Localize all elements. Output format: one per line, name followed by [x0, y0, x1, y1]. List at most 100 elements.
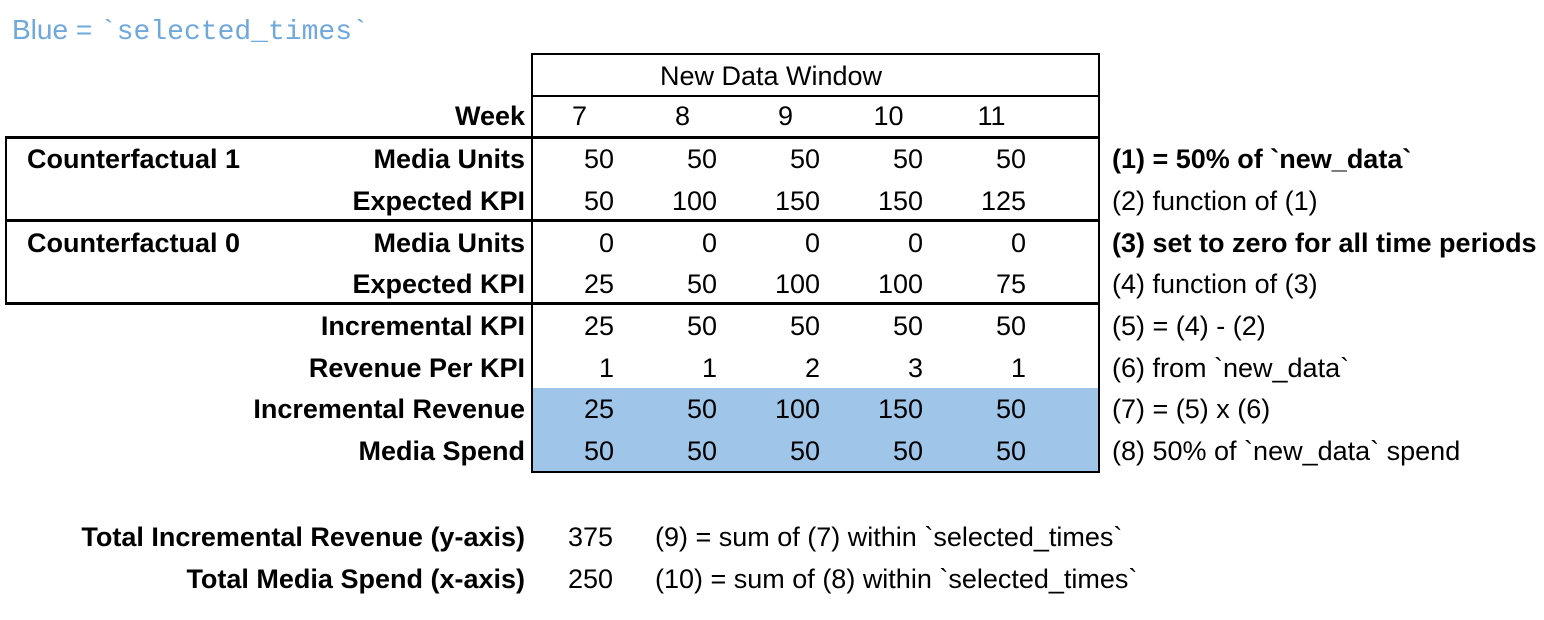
week-header-row: Week 7 8 9 10 11: [0, 96, 1544, 137]
value-cell: 100: [774, 269, 820, 299]
row-values: 1 1 2 3 1: [531, 347, 1046, 389]
row-values: 50 100 150 150 125: [531, 180, 1046, 222]
value-cell: 50: [686, 436, 717, 466]
week-label: 9: [777, 101, 794, 131]
value-cell: 50: [789, 144, 820, 174]
new-data-window-header: New Data Window: [659, 61, 883, 91]
value-cell: 50: [686, 269, 717, 299]
header-divider-line: [533, 95, 1098, 97]
value-cell: 0: [907, 228, 923, 258]
row-incremental-kpi: Incremental KPI 25 50 50 50 50 (5) = (4)…: [0, 305, 1544, 347]
row-note: (1) = 50% of `new_data`: [1112, 144, 1412, 174]
total-label: Total Media Spend (x-axis): [186, 564, 525, 594]
value-cell: 1: [701, 353, 717, 383]
row-note: (3) set to zero for all time periods: [1112, 228, 1537, 258]
row-values: 50 50 50 50 50: [531, 138, 1046, 180]
value-cell: 50: [995, 311, 1026, 341]
row-note: (4) function of (3): [1112, 269, 1318, 299]
value-cell: 50: [892, 144, 923, 174]
value-cell: 50: [995, 436, 1026, 466]
value-cell: 1: [598, 353, 614, 383]
value-cell: 50: [892, 311, 923, 341]
counterfactual-divider-line: [5, 219, 1100, 222]
legend: Blue = `selected_times`: [12, 14, 369, 49]
total-note: (10) = sum of (8) within `selected_times…: [655, 564, 1138, 594]
value-cell: 2: [804, 353, 820, 383]
row-note: (5) = (4) - (2): [1112, 311, 1266, 341]
value-cell: 100: [671, 186, 717, 216]
group-label-counterfactual-0: Counterfactual 0: [27, 228, 241, 258]
row-note: (8) 50% of `new_data` spend: [1112, 436, 1461, 466]
table-frame: [531, 53, 1100, 473]
row-media-units-cf0: Counterfactual 0 Media Units 0 0 0 0 0 (…: [0, 222, 1544, 264]
total-note: (9) = sum of (7) within `selected_times`: [655, 522, 1123, 552]
value-cell: 150: [877, 394, 923, 424]
value-cell: 50: [892, 436, 923, 466]
row-label: Incremental Revenue: [253, 394, 525, 424]
value-cell: 50: [583, 436, 614, 466]
value-cell: 0: [1010, 228, 1026, 258]
row-note: (7) = (5) x (6): [1112, 394, 1271, 424]
value-cell: 50: [686, 394, 717, 424]
value-cell: 50: [789, 436, 820, 466]
row-media-spend: Media Spend 50 50 50 50 50 (8) 50% of `n…: [0, 430, 1544, 472]
value-cell: 3: [907, 353, 923, 383]
label-box-left-border: [5, 136, 7, 305]
legend-code: `selected_times`: [99, 17, 369, 48]
value-cell: 150: [774, 186, 820, 216]
row-values: 50 50 50 50 50: [531, 430, 1046, 472]
total-media-spend-row: Total Media Spend (x-axis) 250 (10) = su…: [0, 558, 1544, 600]
value-cell: 150: [877, 186, 923, 216]
week-row-label: Week: [454, 101, 525, 131]
group-label-counterfactual-1: Counterfactual 1: [27, 144, 241, 174]
value-cell: 50: [583, 186, 614, 216]
value-cell: 50: [686, 144, 717, 174]
row-label: Incremental KPI: [320, 311, 525, 341]
row-values: 25 50 100 150 50: [531, 388, 1046, 430]
value-cell: 50: [995, 394, 1026, 424]
value-cell: 0: [701, 228, 717, 258]
selected-times-highlight: [533, 388, 1098, 472]
row-incremental-revenue: Incremental Revenue 25 50 100 150 50 (7)…: [0, 388, 1544, 430]
row-label: Expected KPI: [352, 186, 525, 216]
legend-label: Blue =: [12, 14, 100, 45]
value-cell: 0: [804, 228, 820, 258]
row-revenue-per-kpi: Revenue Per KPI 1 1 2 3 1 (6) from `new_…: [0, 347, 1544, 389]
value-cell: 100: [877, 269, 923, 299]
row-note: (2) function of (1): [1112, 186, 1318, 216]
row-label: Media Units: [373, 144, 525, 174]
row-expected-kpi-cf0: Expected KPI 25 50 100 100 75 (4) functi…: [0, 263, 1544, 305]
value-cell: 50: [583, 144, 614, 174]
total-incremental-revenue-row: Total Incremental Revenue (y-axis) 375 (…: [0, 516, 1544, 558]
total-value: 375: [568, 522, 614, 552]
value-cell: 100: [774, 394, 820, 424]
row-media-units-cf1: Counterfactual 1 Media Units 50 50 50 50…: [0, 138, 1544, 180]
row-label: Media Spend: [358, 436, 525, 466]
row-label: Expected KPI: [352, 269, 525, 299]
value-cell: 25: [583, 394, 614, 424]
row-note: (6) from `new_data`: [1112, 353, 1350, 383]
value-cell: 0: [598, 228, 614, 258]
value-cell: 50: [789, 311, 820, 341]
row-values: 0 0 0 0 0: [531, 222, 1046, 264]
value-cell: 1: [1010, 353, 1026, 383]
row-values: 25 50 50 50 50: [531, 305, 1046, 347]
week-label: 8: [674, 101, 691, 131]
row-label: Revenue Per KPI: [308, 353, 525, 383]
total-value: 250: [568, 564, 614, 594]
value-cell: 25: [583, 269, 614, 299]
week-label: 7: [571, 101, 588, 131]
total-label: Total Incremental Revenue (y-axis): [81, 522, 525, 552]
week-label: 10: [873, 101, 904, 131]
week-label: 11: [977, 101, 1006, 131]
value-cell: 50: [995, 144, 1026, 174]
row-label: Media Units: [373, 228, 525, 258]
week-columns: 7 8 9 10 11: [531, 96, 1046, 137]
value-cell: 50: [686, 311, 717, 341]
value-cell: 75: [995, 269, 1026, 299]
counterfactual-bottom-line: [5, 302, 1100, 305]
row-expected-kpi-cf1: Expected KPI 50 100 150 150 125 (2) func…: [0, 180, 1544, 222]
value-cell: 125: [980, 186, 1026, 216]
row-values: 25 50 100 100 75: [531, 263, 1046, 305]
